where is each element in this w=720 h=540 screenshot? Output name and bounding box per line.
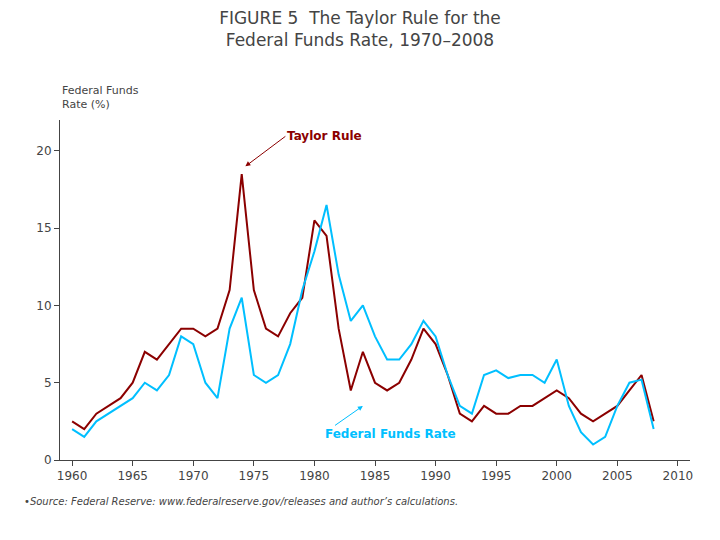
- svg-text:15: 15: [36, 221, 51, 235]
- svg-text:2000: 2000: [541, 469, 572, 483]
- svg-text:Federal FundsRate (%): Federal FundsRate (%): [62, 84, 139, 111]
- svg-text:10: 10: [36, 299, 51, 313]
- svg-text:20: 20: [36, 144, 51, 158]
- svg-text:2005: 2005: [602, 469, 633, 483]
- svg-text:2010: 2010: [663, 469, 694, 483]
- svg-text:1995: 1995: [481, 469, 512, 483]
- svg-text:FIGURE 5 The Taylor Rule for: FIGURE 5 The Taylor Rule for theFederal …: [219, 8, 501, 50]
- svg-text:1985: 1985: [360, 469, 391, 483]
- svg-text:1980: 1980: [299, 469, 330, 483]
- svg-text:5: 5: [44, 376, 52, 390]
- svg-text:1960: 1960: [57, 469, 88, 483]
- svg-text:Taylor Rule: Taylor Rule: [287, 129, 362, 143]
- svg-text:1970: 1970: [178, 469, 209, 483]
- svg-text:Federal Funds Rate: Federal Funds Rate: [325, 427, 456, 441]
- svg-text:1975: 1975: [239, 469, 270, 483]
- svg-text:•Source: Federal Reserve: www.: •Source: Federal Reserve: www.federalres…: [24, 496, 458, 507]
- svg-text:1990: 1990: [420, 469, 451, 483]
- svg-text:0: 0: [44, 453, 52, 467]
- svg-text:1965: 1965: [117, 469, 148, 483]
